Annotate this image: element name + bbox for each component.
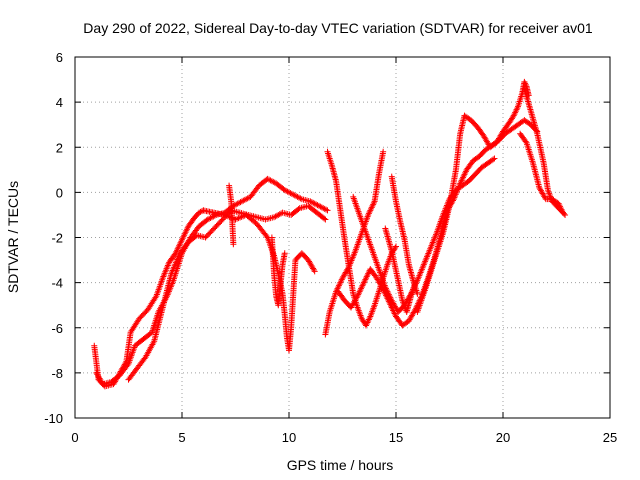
data-point [310,266,317,273]
x-tick-labels: 0 5 10 15 20 25 [71,430,617,445]
x-tick-label: 15 [389,430,403,445]
y-tick-label: 6 [56,50,63,65]
data-point [321,215,328,222]
data-point [345,265,352,272]
series-track-14 [517,130,566,216]
data-point [491,155,498,162]
series-track-12 [414,78,532,315]
series-track-15 [226,182,237,248]
data-point [522,138,529,145]
data-point [323,206,330,213]
y-tick-label: 2 [56,140,63,155]
data-point [297,195,304,202]
series-track-4 [200,207,318,354]
y-tick-label: -2 [51,231,63,246]
x-tick-label: 20 [496,430,510,445]
data-point [311,268,318,275]
series-track-10 [382,225,419,315]
x-tick-label: 25 [603,430,617,445]
data-point [490,156,497,163]
y-tick-labels: -10 -8 -6 -4 -2 0 2 4 6 [44,50,63,426]
data-point [559,209,566,216]
series-track-5 [268,234,288,309]
y-tick-label: -6 [51,321,63,336]
data-point [380,148,387,155]
data-point [414,290,421,297]
y-tick-label: -8 [51,366,63,381]
data-point [295,206,302,213]
data-point [230,241,237,248]
x-axis-label: GPS time / hours [287,457,394,473]
chart-title: Day 290 of 2022, Sidereal Day-to-day VTE… [83,20,593,36]
data-point [281,250,288,257]
y-tick-label: -4 [51,276,63,291]
x-tick-label: 0 [71,430,78,445]
data-points [91,78,569,390]
y-tick-label: 0 [56,185,63,200]
series-track-1 [91,207,207,390]
data-point [322,216,329,223]
x-tick-label: 5 [178,430,185,445]
series-track-11 [388,173,421,297]
axis-ticks [74,56,611,419]
x-tick-label: 10 [282,430,296,445]
data-point [393,243,399,250]
data-point [99,379,106,386]
data-point [324,207,331,214]
y-tick-label: 4 [56,95,63,110]
data-point [124,362,131,369]
series-track-7 [322,148,387,338]
y-axis-label: SDTVAR / TECUs [5,181,21,293]
y-tick-label: -10 [44,411,63,426]
